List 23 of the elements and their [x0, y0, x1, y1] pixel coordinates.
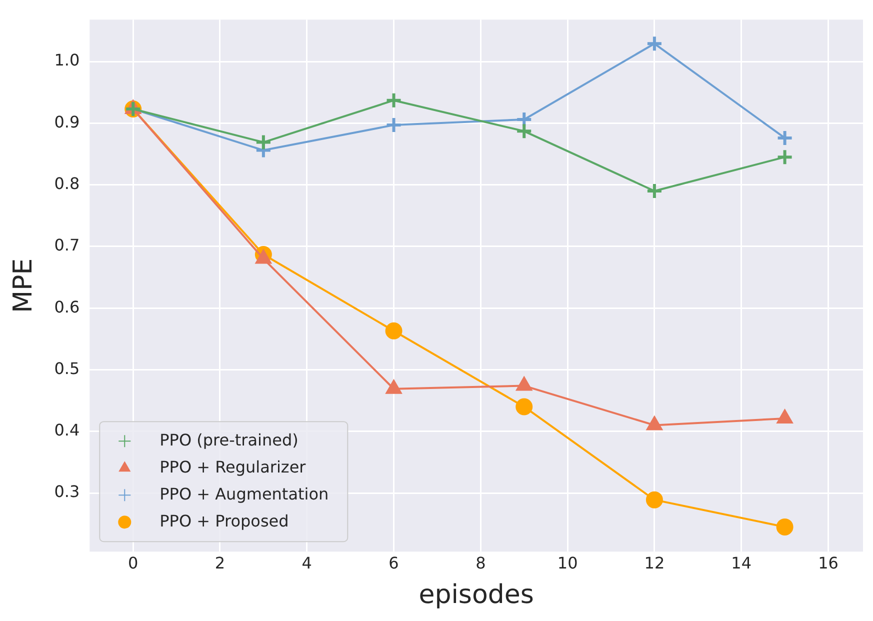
x-tick-label: 16	[818, 553, 838, 572]
legend-label: PPO + Augmentation	[160, 484, 329, 504]
y-tick-label: 1.0	[54, 50, 80, 70]
y-tick-label: 0.8	[54, 174, 80, 193]
x-tick-label: 6	[388, 553, 399, 572]
y-tick-label: 0.7	[54, 236, 80, 255]
x-tick-label: 12	[644, 553, 665, 572]
legend-label: PPO + Proposed	[160, 511, 289, 530]
y-tick-label: 0.6	[54, 297, 80, 316]
x-tick-label: 10	[557, 553, 578, 572]
y-axis-title: MPE	[8, 258, 38, 313]
x-tick-label: 2	[214, 553, 226, 572]
y-tick-label: 0.9	[54, 112, 80, 132]
x-tick-label: 14	[731, 553, 752, 572]
x-tick-label: 0	[128, 553, 138, 572]
x-tick-label: 8	[476, 553, 486, 572]
y-tick-label: 0.5	[54, 358, 80, 378]
legend-label: PPO + Regularizer	[160, 457, 306, 476]
y-tick-label: 0.4	[54, 420, 80, 440]
x-axis-title: episodes	[418, 580, 534, 610]
y-tick-label: 0.3	[54, 482, 80, 502]
x-tick-label: 4	[302, 553, 312, 572]
legend-label: PPO (pre-trained)	[160, 430, 298, 450]
